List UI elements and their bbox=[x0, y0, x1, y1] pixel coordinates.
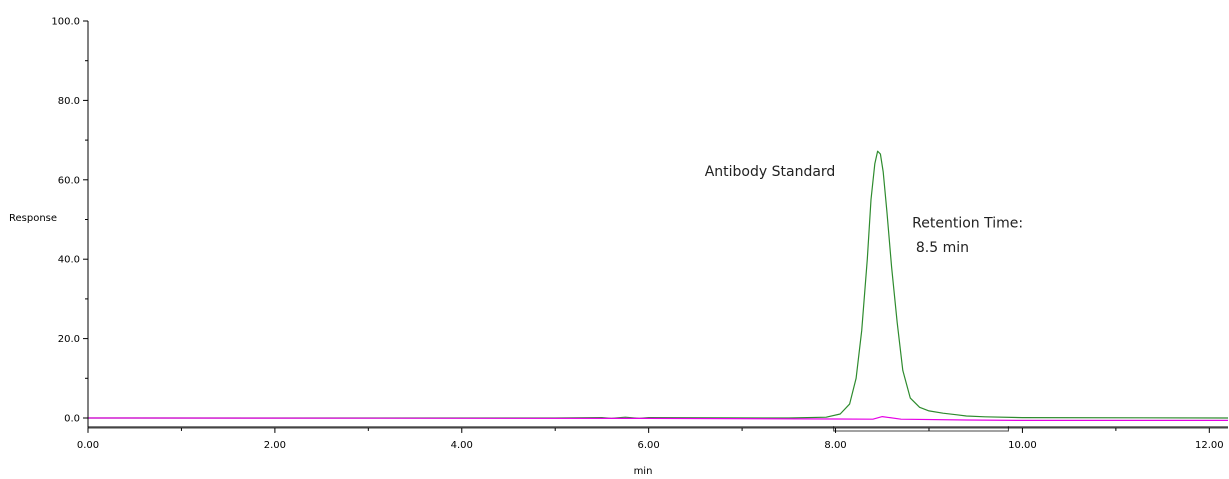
x-tick-label: 0.00 bbox=[77, 440, 99, 451]
annotation-label-0: Antibody Standard bbox=[705, 164, 836, 180]
axes-layer bbox=[83, 20, 1228, 433]
y-tick-label: 40.0 bbox=[58, 255, 80, 266]
y-axis-title: Response bbox=[9, 213, 57, 224]
annotation-label-2: 8.5 min bbox=[916, 240, 969, 256]
annotation-label-1: Retention Time: bbox=[912, 215, 1023, 231]
series-line-1 bbox=[87, 416, 1228, 421]
label-layer: 0.0 20.0 40.0 60.0 80.0 100.0 0.00 2.00 4.00 6.00… bbox=[9, 17, 1224, 478]
y-tick-label: 60.0 bbox=[58, 175, 80, 186]
series-line-0 bbox=[88, 150, 1229, 419]
y-tick-label: 100.0 bbox=[51, 17, 80, 28]
y-tick-label: 20.0 bbox=[58, 334, 80, 345]
x-tick-label: 6.00 bbox=[638, 440, 660, 451]
y-tick-label: 80.0 bbox=[58, 96, 80, 107]
y-tick-label: 0.0 bbox=[64, 414, 80, 425]
x-tick-label: 10.00 bbox=[1008, 440, 1037, 451]
x-tick-label: 2.00 bbox=[264, 440, 286, 451]
x-tick-label: 8.00 bbox=[824, 440, 846, 451]
trace-layer bbox=[87, 150, 1229, 432]
integration-bracket bbox=[833, 426, 1009, 432]
x-axis-title: min bbox=[634, 466, 653, 477]
x-tick-label: 12.00 bbox=[1195, 440, 1224, 451]
x-tick-label: 4.00 bbox=[451, 440, 473, 451]
